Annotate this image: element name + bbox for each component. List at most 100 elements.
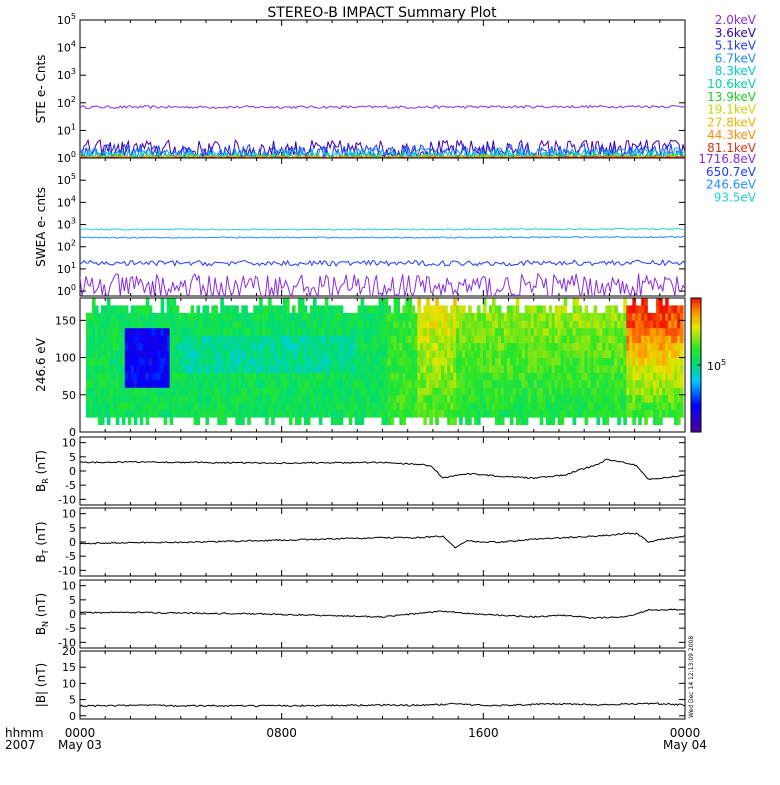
heatmap-cell [584,327,589,336]
heatmap-cell [474,394,478,403]
heatmap-cell [474,327,478,336]
heatmap-cell [638,350,642,358]
heatmap-cell [262,394,266,403]
heatmap-cell [411,327,416,336]
heatmap-cell [459,305,463,314]
heatmap-cell [453,372,457,381]
heatmap-cell [399,417,404,425]
heatmap-cell [506,312,511,321]
heatmap-cell [593,402,598,411]
heatmap-cell [629,387,633,396]
heatmap-cell [500,387,505,396]
heatmap-cell [103,409,108,418]
heatmap-cell [435,394,439,403]
heatmap-cell [438,305,442,314]
heatmap-cell [497,305,502,314]
heatmap-cell [136,312,141,321]
heatmap-cell [414,379,419,388]
heatmap-cell [166,409,171,418]
heatmap-cell [268,372,272,381]
heatmap-cell [539,357,544,366]
heatmap-cell [423,320,427,329]
heatmap-cell [641,320,645,329]
heatmap-cell [100,335,105,344]
heatmap-cell [423,387,427,396]
heatmap-cell [656,350,660,358]
heatmap-cell [599,357,604,366]
heatmap-cell [426,365,430,373]
heatmap-cell [357,409,362,418]
heatmap-cell [480,379,484,388]
heatmap-cell [268,409,272,418]
heatmap-cell [271,305,275,314]
heatmap-cell [294,372,299,381]
heatmap-cell [563,342,568,351]
heatmap-cell [515,320,520,329]
heatmap-cell [145,372,150,381]
heatmap-cell [500,379,505,388]
heatmap-cell [89,342,93,351]
heatmap-cell [557,305,562,314]
heatmap-cell [638,320,642,329]
heatmap-cell [423,350,427,358]
heatmap-cell [671,394,675,403]
heatmap-cell [674,379,678,388]
heatmap-cell [277,320,281,329]
heatmap-cell [351,387,356,396]
heatmap-cell [292,350,296,358]
heatmap-cell [587,409,592,418]
heatmap-cell [289,365,293,373]
heatmap-cell [133,357,138,366]
heatmap-cell [238,417,242,425]
heatmap-cell [584,402,589,411]
heatmap-cell [193,312,198,321]
heatmap-cell [468,327,472,336]
heatmap-cell [593,350,598,358]
heatmap-cell [211,350,216,358]
heatmap-cell [545,417,550,425]
heatmap-cell [205,417,210,425]
heatmap-cell [142,335,147,344]
heatmap-cell [241,387,245,396]
heatmap-cell [620,312,624,321]
heatmap-cell [217,327,221,336]
swea-ytick-base: 10 [57,196,71,209]
heatmap-cell [378,394,383,403]
heatmap-cell [560,365,565,373]
heatmap-cell [617,350,621,358]
heatmap-cell [671,335,675,344]
heatmap-cell [623,357,627,366]
legend-5.1keV: 5.1keV [715,39,757,53]
heatmap-cell [429,379,433,388]
heatmap-cell [244,350,248,358]
heatmap-cell [447,365,451,373]
heatmap-cell [166,379,171,388]
heatmap-cell [414,365,419,373]
heatmap-cell [321,350,326,358]
heatmap-cell [199,350,204,358]
heatmap-cell [145,394,150,403]
heatmap-cell [492,387,496,396]
heatmap-cell [342,335,347,344]
heatmap-cell [527,357,532,366]
heatmap-cell [408,372,413,381]
heatmap-cell [641,387,645,396]
heatmap-cell [527,379,532,388]
heatmap-cell [345,365,350,373]
heatmap-cell [656,394,660,403]
heatmap-cell [157,379,162,388]
heatmap-cell [647,387,651,396]
heatmap-cell [178,357,183,366]
heatmap-cell [265,320,269,329]
heatmap-cell [518,365,523,373]
heatmap-cell [426,312,430,321]
heatmap-cell [396,394,401,403]
swea-ytick-base: 10 [57,263,71,276]
heatmap-cell [181,335,186,344]
heatmap-cell [190,379,195,388]
heatmap-cell [605,335,610,344]
heatmap-cell [166,335,171,344]
heatmap-cell [86,387,90,396]
heatmap-cell [414,387,419,396]
heatmap-cell [411,305,416,314]
